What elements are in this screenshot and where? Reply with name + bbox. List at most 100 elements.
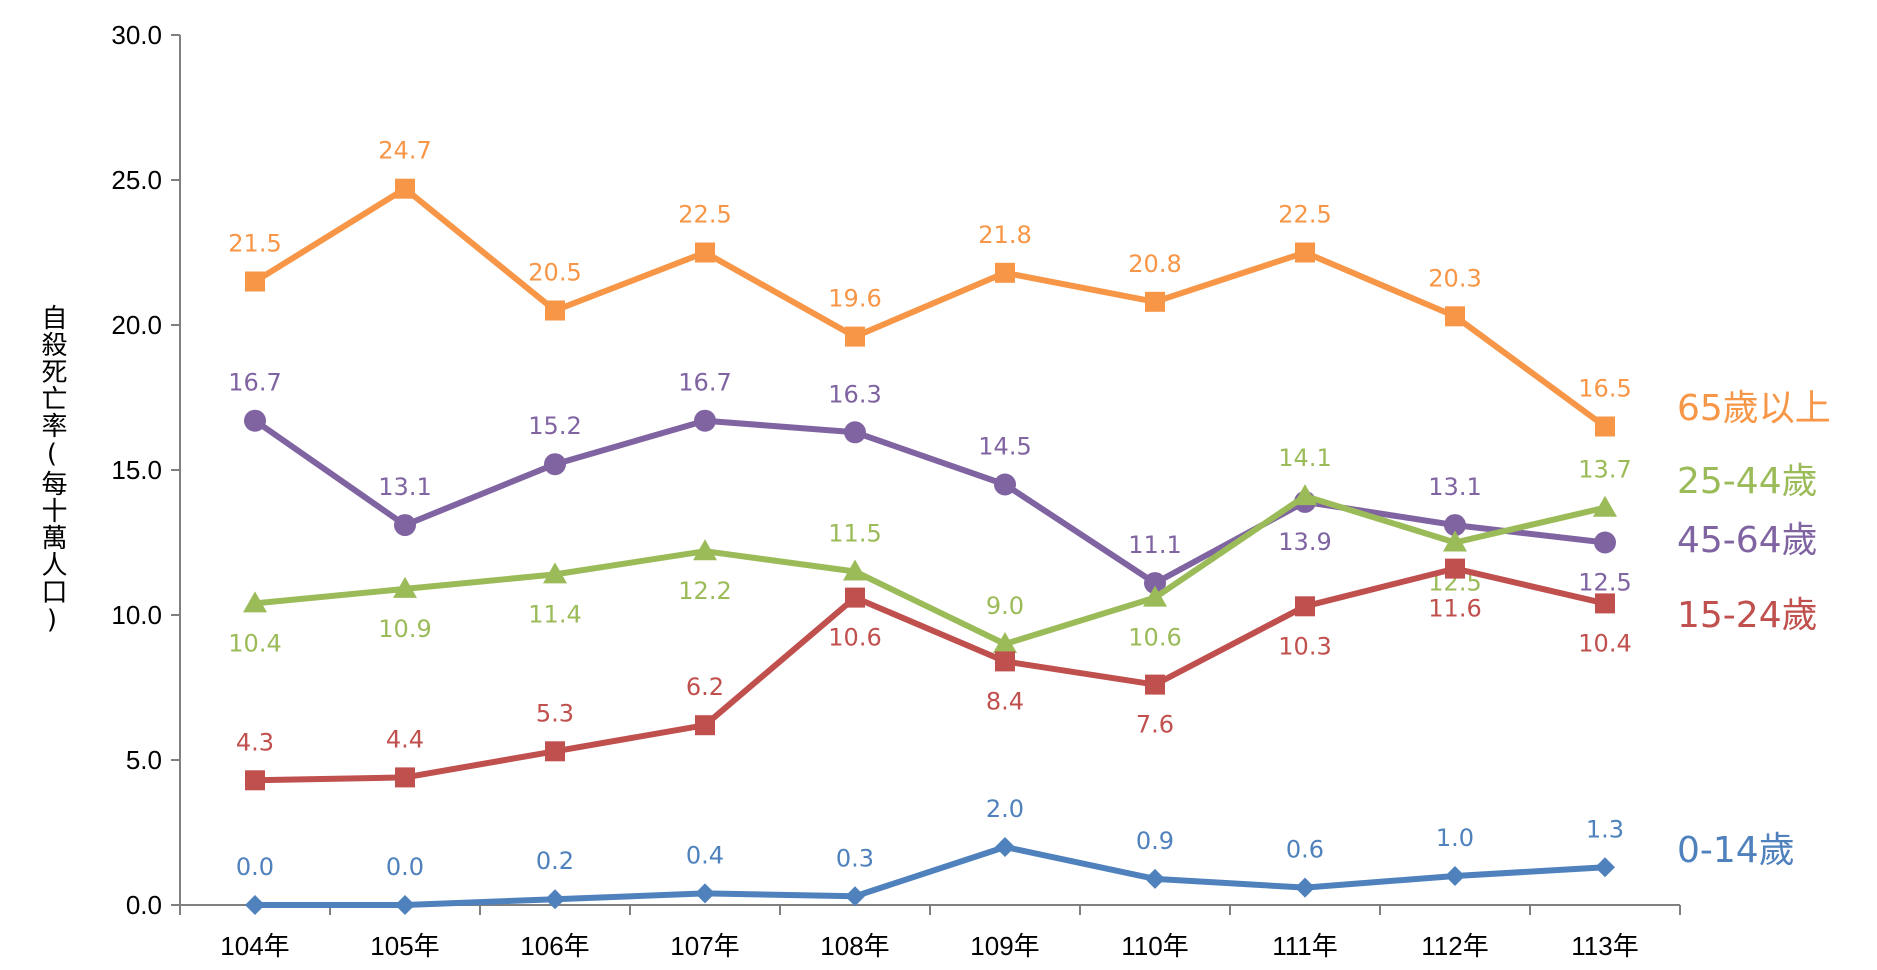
legend: 65歲以上 45-64歲 25-44歲 15-24歲 0-14歲 bbox=[1677, 388, 1831, 871]
data-label: 10.4 bbox=[228, 629, 281, 657]
data-point-marker bbox=[1443, 530, 1467, 552]
data-label: 0.6 bbox=[1286, 836, 1324, 864]
x-tick-label: 109年 bbox=[970, 931, 1039, 961]
series-0-14歲: 0.0 0.0 0.2 0.4 0.3 2.0 0.9 0.6 1.0 1.3 bbox=[236, 795, 1624, 915]
data-label: 11.5 bbox=[828, 520, 881, 548]
data-point-marker bbox=[1594, 531, 1616, 554]
data-label: 19.6 bbox=[828, 285, 881, 313]
legend-item: 45-64歲 bbox=[1677, 520, 1818, 561]
data-label: 15.2 bbox=[528, 412, 581, 440]
data-point-marker bbox=[1445, 306, 1465, 327]
data-label: 20.8 bbox=[1128, 250, 1181, 278]
data-point-marker bbox=[1145, 291, 1165, 312]
data-label: 12.2 bbox=[678, 577, 731, 605]
series-line bbox=[254, 493, 1606, 647]
data-point-marker bbox=[245, 770, 265, 791]
data-label: 13.1 bbox=[378, 473, 431, 501]
data-label: 11.4 bbox=[528, 600, 581, 628]
data-label: 24.7 bbox=[378, 137, 431, 165]
data-point-marker bbox=[545, 889, 565, 910]
data-point-marker bbox=[695, 242, 715, 263]
y-tick-label: 5.0 bbox=[126, 745, 162, 775]
series-65歲以上: 21.5 24.7 20.5 22.5 19.6 21.8 20.8 22.5 20.3 16.5 bbox=[228, 137, 1632, 437]
data-label: 1.3 bbox=[1586, 815, 1624, 843]
y-tick-label: 30.0 bbox=[111, 20, 162, 50]
data-label: 16.5 bbox=[1578, 375, 1631, 403]
axes: 0.0 5.0 10.0 15.0 20.0 25.0 30.0 104年 105年 106年 10… bbox=[111, 20, 1681, 961]
data-point-marker bbox=[845, 326, 865, 347]
data-label: 5.3 bbox=[536, 699, 574, 727]
data-point-marker bbox=[994, 473, 1016, 496]
data-point-marker bbox=[845, 587, 865, 608]
data-label: 13.7 bbox=[1578, 456, 1631, 484]
data-point-marker bbox=[395, 767, 415, 788]
data-label: 16.7 bbox=[228, 369, 281, 397]
data-point-marker bbox=[395, 895, 415, 915]
data-label: 9.0 bbox=[986, 592, 1024, 620]
data-label: 10.9 bbox=[378, 615, 431, 643]
data-label: 11.1 bbox=[1128, 531, 1181, 559]
data-point-marker bbox=[1445, 866, 1465, 886]
data-point-marker bbox=[1445, 558, 1465, 579]
data-label: 0.9 bbox=[1136, 827, 1174, 855]
data-point-marker bbox=[844, 421, 866, 444]
data-label: 6.2 bbox=[686, 673, 724, 701]
data-label: 0.0 bbox=[236, 853, 274, 881]
data-label: 1.0 bbox=[1436, 824, 1474, 852]
y-tick-label: 20.0 bbox=[111, 310, 162, 340]
data-label: 10.4 bbox=[1578, 629, 1631, 657]
data-label: 10.6 bbox=[1128, 624, 1181, 652]
series-line bbox=[255, 844, 1606, 908]
data-point-marker bbox=[1145, 674, 1165, 695]
data-point-marker bbox=[1293, 484, 1317, 506]
data-point-marker bbox=[1295, 877, 1315, 898]
x-tick-label: 105年 bbox=[370, 931, 439, 961]
data-label: 0.4 bbox=[686, 841, 724, 869]
x-tick-label: 108年 bbox=[820, 931, 889, 961]
data-label: 16.7 bbox=[678, 369, 731, 397]
x-tick-label: 104年 bbox=[220, 931, 289, 961]
data-point-marker bbox=[545, 741, 565, 762]
y-tick-label: 0.0 bbox=[126, 890, 162, 920]
series-lines: 21.5 24.7 20.5 22.5 19.6 21.8 20.8 22.5 20.3 16.5… bbox=[228, 137, 1632, 915]
series-25-44歲: 10.4 10.9 11.4 12.2 11.5 9.0 10.6 14.1 12.5 13.7 bbox=[228, 444, 1631, 657]
data-label: 16.3 bbox=[828, 380, 881, 408]
data-label: 20.3 bbox=[1428, 264, 1481, 292]
data-label: 4.4 bbox=[386, 725, 424, 753]
data-point-marker bbox=[544, 453, 566, 476]
data-label: 21.5 bbox=[228, 230, 281, 258]
x-tick-label: 110年 bbox=[1121, 931, 1188, 961]
x-tick-label: 106年 bbox=[520, 931, 589, 961]
data-point-marker bbox=[695, 883, 715, 904]
data-label: 11.6 bbox=[1428, 595, 1481, 623]
y-tick-label: 10.0 bbox=[111, 600, 162, 630]
data-label: 2.0 bbox=[986, 795, 1024, 823]
data-point-marker bbox=[694, 409, 716, 432]
data-point-marker bbox=[395, 178, 415, 199]
data-label: 14.1 bbox=[1278, 444, 1331, 472]
data-point-marker bbox=[1143, 585, 1167, 607]
data-point-marker bbox=[545, 300, 565, 321]
series-45-64歲: 16.7 13.1 15.2 16.7 16.3 14.5 11.1 13.9 13.1 12.5 bbox=[228, 369, 1631, 597]
data-point-marker bbox=[1444, 514, 1466, 537]
data-label: 20.5 bbox=[528, 259, 581, 287]
data-label: 22.5 bbox=[678, 201, 731, 229]
x-tick-label: 111年 bbox=[1272, 931, 1338, 961]
data-label: 0.3 bbox=[836, 844, 874, 872]
data-label: 21.8 bbox=[978, 221, 1031, 249]
legend-item: 15-24歲 bbox=[1677, 595, 1818, 636]
series-15-24歲: 4.3 4.4 5.3 6.2 10.6 8.4 7.6 10.3 11.6 10.4 bbox=[236, 558, 1632, 791]
y-tick-label: 25.0 bbox=[111, 165, 162, 195]
data-label: 10.3 bbox=[1278, 632, 1331, 660]
x-tick-label: 107年 bbox=[670, 931, 739, 961]
data-point-marker bbox=[1295, 596, 1315, 617]
data-point-marker bbox=[995, 837, 1015, 857]
data-label: 12.5 bbox=[1578, 569, 1631, 597]
series-line bbox=[253, 185, 1607, 429]
series-line bbox=[253, 417, 1606, 587]
data-point-marker bbox=[245, 895, 265, 915]
data-label: 22.5 bbox=[1278, 201, 1331, 229]
data-point-marker bbox=[1295, 242, 1315, 263]
data-label: 4.3 bbox=[236, 728, 274, 756]
data-point-marker bbox=[995, 262, 1015, 283]
